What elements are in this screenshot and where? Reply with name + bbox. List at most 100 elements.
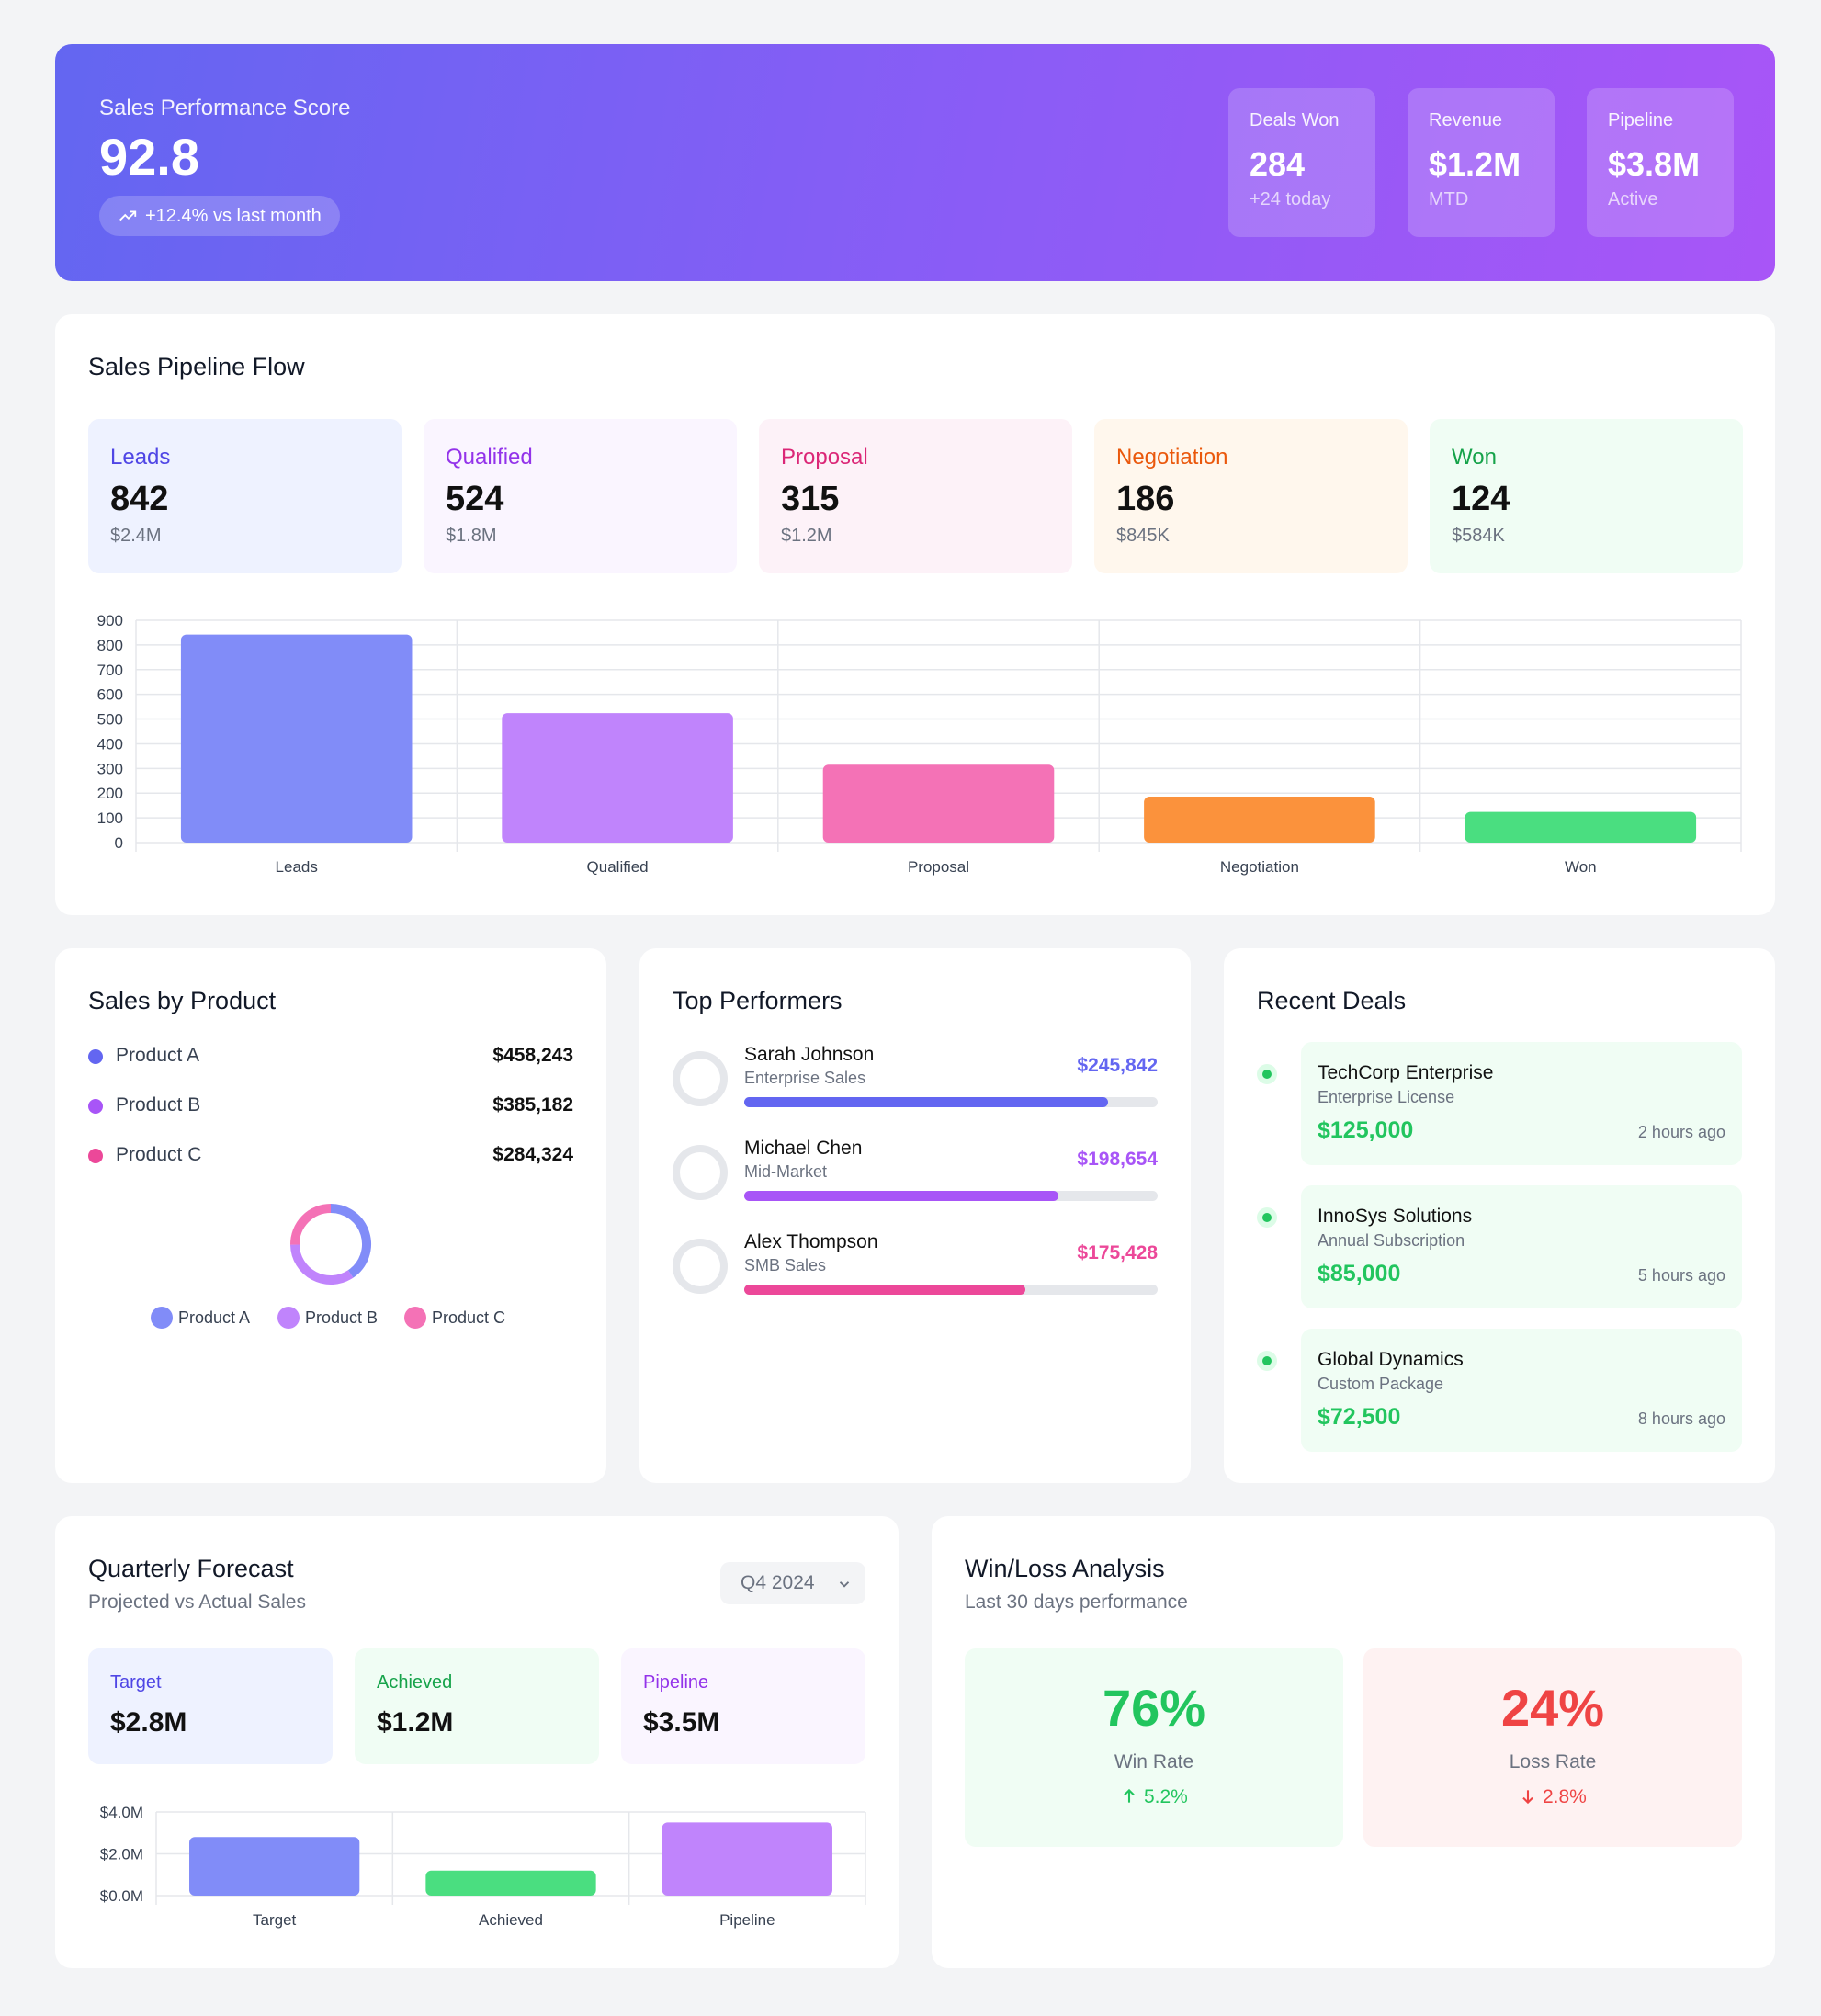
- bar-pipeline[interactable]: [662, 1822, 832, 1896]
- performer-row[interactable]: Alex Thompson SMB Sales $175,428: [673, 1229, 1158, 1303]
- legend-swatch: [404, 1307, 426, 1329]
- avatar: [673, 1051, 728, 1106]
- performer-name: Sarah Johnson: [744, 1044, 875, 1065]
- stage-count: 124: [1452, 480, 1510, 518]
- loss-rate-value: 24%: [1500, 1679, 1605, 1737]
- performer-name: Michael Chen: [744, 1138, 863, 1159]
- progress-track: [744, 1191, 1158, 1201]
- bar-proposal[interactable]: [822, 764, 1055, 843]
- deal-time: 5 hours ago: [1637, 1266, 1725, 1285]
- arrow-up-icon: [1124, 1788, 1135, 1803]
- forecast-bar-chart: $0.0M $2.0M $4.0M Target Achieved Pipeline: [100, 1804, 866, 1929]
- product-row: Product C $284,324: [88, 1141, 573, 1169]
- score-value: 92.8: [99, 128, 199, 186]
- forecast-target-box: Target $2.8M: [88, 1648, 333, 1764]
- loss-rate-change: 2.8%: [1363, 1786, 1742, 1808]
- product-value: $385,182: [492, 1094, 573, 1116]
- forecast-box-value: $3.5M: [643, 1707, 720, 1738]
- forecast-box-label: Target: [110, 1672, 162, 1693]
- y-tick-label: $4.0M: [100, 1804, 143, 1821]
- stage-amount: $2.4M: [110, 526, 162, 546]
- products-card: [55, 948, 606, 1483]
- performer-amount: $245,842: [1077, 1055, 1158, 1076]
- progress-fill: [744, 1097, 1108, 1107]
- legend-swatch: [151, 1307, 173, 1329]
- legend-product-c[interactable]: Product C: [404, 1305, 505, 1331]
- bar-negotiation[interactable]: [1144, 796, 1375, 843]
- legend-product-b[interactable]: Product B: [277, 1305, 378, 1331]
- stat-value: 284: [1250, 145, 1306, 183]
- pipeline-title: Sales Pipeline Flow: [88, 353, 305, 380]
- stat-value: $3.8M: [1608, 145, 1701, 183]
- stage-card-won[interactable]: Won 124 $584K: [1430, 419, 1743, 573]
- win-rate-change: 5.2%: [965, 1786, 1343, 1808]
- donut-slice-product-b[interactable]: [290, 1244, 354, 1285]
- performer-row[interactable]: Sarah Johnson Enterprise Sales $245,842: [673, 1042, 1158, 1116]
- performer-name: Alex Thompson: [744, 1231, 878, 1252]
- deal-card[interactable]: Global Dynamics Custom Package $72,500 8…: [1301, 1329, 1742, 1452]
- stat-value: $1.2M: [1429, 145, 1521, 183]
- y-tick-label: 900: [97, 612, 123, 629]
- y-tick-label: 400: [97, 735, 123, 753]
- quarter-select[interactable]: Q4 2024: [720, 1562, 865, 1604]
- stat-label: Revenue: [1429, 110, 1503, 130]
- stage-card-qualified[interactable]: Qualified 524 $1.8M: [424, 419, 737, 573]
- product-row: Product A $458,243: [88, 1042, 573, 1070]
- loss-rate-label: Loss Rate: [1509, 1751, 1597, 1772]
- trending-up-icon: [119, 210, 137, 221]
- bar-achieved[interactable]: [425, 1870, 596, 1896]
- deal-card[interactable]: TechCorp Enterprise Enterprise License $…: [1301, 1042, 1742, 1165]
- performer-role: Mid-Market: [744, 1162, 828, 1181]
- winloss-subtitle: Last 30 days performance: [965, 1591, 1188, 1613]
- performers-card: [639, 948, 1191, 1483]
- legend-label: Product C: [432, 1308, 506, 1327]
- x-tick-label: Negotiation: [1220, 858, 1299, 876]
- revenue-stat: Revenue $1.2M MTD: [1408, 88, 1555, 237]
- quarter-value: Q4 2024: [741, 1572, 815, 1593]
- deal-description: Custom Package: [1318, 1375, 1444, 1393]
- loss-rate-box: 24% Loss Rate 2.8%: [1363, 1648, 1742, 1847]
- stage-card-negotiation[interactable]: Negotiation 186 $845K: [1094, 419, 1408, 573]
- winloss-title: Win/Loss Analysis: [965, 1555, 1165, 1582]
- avatar: [673, 1145, 728, 1200]
- bar-leads[interactable]: [180, 634, 413, 843]
- progress-track: [744, 1285, 1158, 1295]
- bar-target[interactable]: [189, 1837, 360, 1896]
- bar-won[interactable]: [1465, 811, 1697, 843]
- stage-name: Qualified: [446, 445, 533, 470]
- deal-amount: $72,500: [1318, 1404, 1401, 1430]
- stage-count: 186: [1116, 480, 1175, 518]
- y-tick-label: 600: [97, 686, 123, 704]
- stage-card-proposal[interactable]: Proposal 315 $1.2M: [759, 419, 1072, 573]
- deal-card[interactable]: InnoSys Solutions Annual Subscription $8…: [1301, 1185, 1742, 1308]
- donut-slice-product-a[interactable]: [330, 1204, 371, 1278]
- bar-qualified[interactable]: [502, 713, 733, 843]
- product-name: Product A: [116, 1045, 200, 1066]
- pipeline-stat: Pipeline $3.8M Active: [1587, 88, 1734, 237]
- legend-label: Product B: [305, 1308, 379, 1327]
- stage-amount: $1.2M: [781, 526, 832, 546]
- stage-amount: $1.8M: [446, 526, 497, 546]
- trend-badge: +12.4% vs last month: [99, 196, 340, 236]
- status-dot: [1257, 1064, 1277, 1084]
- performer-row[interactable]: Michael Chen Mid-Market $198,654: [673, 1136, 1158, 1209]
- y-tick-label: $2.0M: [100, 1846, 143, 1863]
- deal-amount: $125,000: [1318, 1117, 1414, 1143]
- performer-amount: $198,654: [1077, 1149, 1158, 1170]
- performer-amount: $175,428: [1077, 1242, 1158, 1263]
- progress-fill: [744, 1285, 1025, 1295]
- legend-product-a[interactable]: Product A: [151, 1305, 250, 1331]
- status-dot: [1257, 1351, 1277, 1371]
- stat-note: +24 today: [1250, 189, 1331, 210]
- deal-name: InnoSys Solutions: [1318, 1206, 1473, 1227]
- stage-amount: $845K: [1116, 526, 1170, 546]
- win-rate-value: 76%: [1102, 1679, 1206, 1737]
- x-tick-label: Target: [253, 1911, 297, 1929]
- donut-slice-product-c[interactable]: [290, 1204, 332, 1245]
- forecast-box-label: Achieved: [377, 1672, 453, 1693]
- performers-title: Top Performers: [673, 987, 843, 1014]
- stage-card-leads[interactable]: Leads 842 $2.4M: [88, 419, 402, 573]
- pipeline-bar-chart: 0 100 200 300 400 500 600 700 800 900 Leads Qualifi…: [97, 612, 1742, 876]
- performance-banner: Sales Performance Score 92.8 +12.4% vs l…: [55, 44, 1775, 281]
- forecast-box-label: Pipeline: [643, 1672, 709, 1693]
